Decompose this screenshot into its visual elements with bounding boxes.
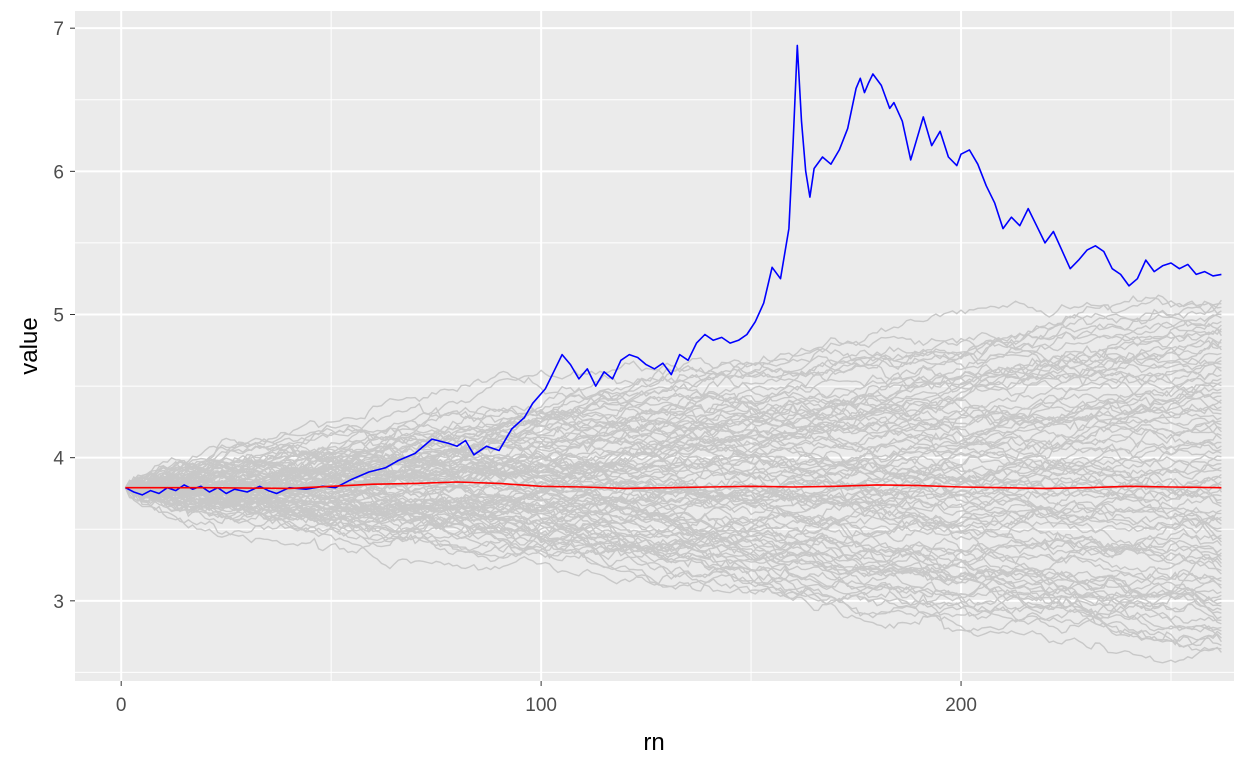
simulation-line: [125, 481, 1222, 610]
y-axis: 3 4 5 6 7: [53, 19, 75, 613]
simulation-line: [125, 456, 1222, 511]
series-line: [125, 44, 1222, 496]
simulation-line: [125, 479, 1222, 625]
simulation-line: [124, 482, 1222, 648]
simulation-line: [125, 397, 1222, 490]
simulation-line: [124, 338, 1223, 489]
simulation-line: [125, 458, 1222, 514]
x-tick-label: 0: [116, 695, 127, 716]
simulation-line: [125, 399, 1222, 489]
simulation-line: [125, 484, 1222, 626]
simulation-line: [125, 340, 1222, 495]
simulation-line: [124, 415, 1222, 489]
x-tick-label: 200: [945, 695, 977, 716]
simulation-line: [125, 397, 1222, 501]
simulation-line: [125, 481, 1222, 647]
x-axis-title: rn: [643, 729, 664, 756]
simulation-line: [124, 308, 1222, 489]
y-tick-label: 4: [53, 449, 64, 470]
minor-grid: [75, 11, 1234, 681]
simulation-line: [125, 486, 1222, 613]
y-tick-label: 7: [53, 19, 64, 40]
simulation-line: [125, 327, 1222, 498]
simulation-line: [125, 425, 1222, 497]
simulation-line: [125, 430, 1222, 492]
y-tick-label: 5: [53, 306, 64, 327]
simulation-line: [125, 453, 1222, 561]
series-line: [125, 481, 1222, 490]
simulation-line: [125, 463, 1223, 524]
simulation-line: [125, 345, 1222, 499]
simulation-line: [125, 377, 1222, 505]
simulation-line: [124, 487, 1222, 646]
simulation-line: [125, 487, 1222, 605]
y-tick-label: 3: [53, 592, 64, 613]
simulation-line: [124, 359, 1222, 489]
x-axis: 0 100 200: [116, 681, 977, 716]
x-tick-label: 100: [525, 695, 557, 716]
simulation-line: [125, 458, 1222, 504]
highlighted-series: [125, 44, 1222, 496]
simulation-line: [125, 484, 1222, 603]
y-tick-label: 6: [53, 162, 64, 183]
simulation-line: [125, 319, 1222, 489]
y-axis-title: value: [16, 317, 43, 374]
simulation-line: [124, 356, 1222, 493]
simulation-lines: [124, 294, 1223, 664]
simulation-line: [124, 475, 1222, 535]
simulation-line: [124, 479, 1222, 664]
simulation-line: [124, 450, 1222, 533]
